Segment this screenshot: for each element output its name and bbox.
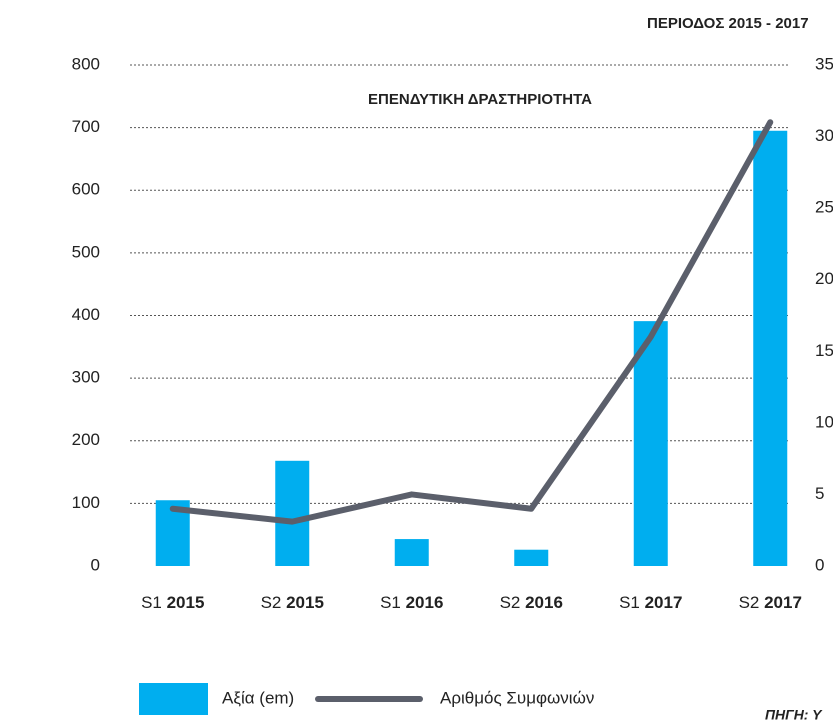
legend-swatch [139,683,208,715]
y2-tick-label: 15 [815,341,833,360]
x-tick-label: S2 2016 [500,593,563,612]
x-tick-label: S1 2017 [619,593,682,612]
y2-tick-label: 0 [815,555,824,574]
y-tick-label: 600 [72,180,100,199]
source: ΠΗΓΗ: Υ [765,707,823,723]
x-tick-label: S1 2016 [380,593,443,612]
bar [753,130,788,566]
bar [633,321,668,566]
y2-tick-label: 5 [815,484,824,503]
x-tick-label: S2 2017 [739,593,802,612]
chart-title: ΕΠΕΝΔΥΤΙΚΗ ΔΡΑΣΤΗΡΙΟΤΗΤΑ [368,91,592,108]
y-tick-label: 100 [72,493,100,512]
bar [394,539,429,566]
y2-tick-label: 30 [815,126,833,145]
x-tick-label: S2 2015 [261,593,324,612]
y2-tick-label: 35 [815,54,833,73]
chart-subtitle: ΠΕΡΙΟΔΟΣ 2015 - 2017 [647,15,809,32]
y-tick-label: 500 [72,242,100,261]
legend-label: Αριθμός Συμφωνιών [440,688,594,707]
x-tick-label: S1 2015 [141,593,204,612]
y-tick-label: 0 [91,555,100,574]
y2-tick-label: 20 [815,269,833,288]
line [169,119,774,525]
y-tick-label: 400 [72,305,100,324]
y-tick-label: 800 [72,54,100,73]
legend-label: Αξία (em) [222,688,294,707]
bar [275,460,310,566]
y-tick-label: 700 [72,117,100,136]
y-tick-label: 200 [72,430,100,449]
bar [514,549,549,566]
y2-tick-label: 10 [815,412,833,431]
y-tick-label: 300 [72,368,100,387]
y2-tick-label: 25 [815,198,833,217]
